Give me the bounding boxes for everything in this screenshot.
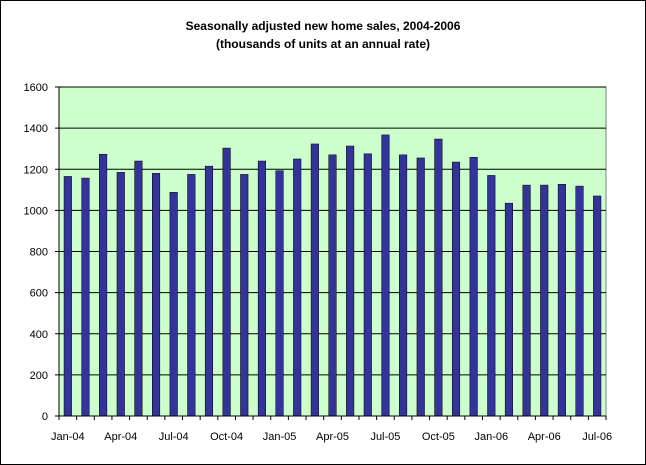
y-tick-label: 1400 [24,123,48,135]
bar-jun-05 [363,153,372,417]
bar-jun-06 [575,185,584,417]
x-tick-label: Jul-04 [159,431,189,443]
x-tick-label: Jul-06 [582,431,612,443]
bar-aug-04 [187,174,196,417]
bar-nov-04 [240,174,249,417]
bar-may-05 [346,145,355,417]
bar-aug-05 [399,154,408,417]
x-tick-label: Jan-04 [51,431,85,443]
bar-dec-04 [257,160,266,417]
y-tick-label: 1200 [24,164,48,176]
bar-sep-04 [204,165,214,417]
bar-jul-04 [169,192,178,417]
bar-jan-06 [487,175,496,417]
y-tick-labels: 0 200 400 600 800 1000 1200 1400 1600 [24,82,59,423]
bar-feb-04 [81,177,90,417]
bar-mar-04 [99,153,108,417]
bar-oct-04 [222,147,231,417]
bar-jul-06 [593,195,602,417]
bar-may-04 [134,160,143,417]
x-tick-label: Jan-06 [474,431,508,443]
x-tick-label: Jan-05 [263,431,297,443]
bars [63,134,602,417]
x-tick-label: Apr-06 [528,431,561,443]
bar-mar-06 [522,184,531,417]
bar-jun-04 [152,173,161,417]
x-tick-label: Oct-05 [422,431,455,443]
x-tick-label: Apr-04 [104,431,137,443]
y-tick-label: 400 [30,329,48,341]
bar-jan-04 [63,176,72,417]
bar-may-06 [557,184,566,417]
x-tick-label: Apr-05 [316,431,349,443]
bar-feb-06 [504,202,513,417]
x-tick-labels: Jan-04 Apr-04 Jul-04 Oct-04 Jan-05 Apr-05 Jul-… [51,416,612,443]
bar-mar-05 [310,143,319,417]
x-tick-label: Oct-04 [210,431,243,443]
bar-sep-05 [416,157,425,417]
y-tick-label: 1000 [24,205,48,217]
chart-title: Seasonally adjusted new home sales, 2004… [185,19,461,33]
y-tick-label: 600 [30,288,48,300]
bar-apr-04 [116,172,125,417]
y-tick-label: 1600 [24,82,48,94]
bar-feb-05 [293,158,302,417]
y-tick-label: 800 [30,247,48,259]
bar-oct-05 [434,138,443,417]
x-tick-label: Jul-05 [370,431,400,443]
bar-apr-06 [540,184,549,417]
y-tick-label: 0 [42,411,48,423]
bar-jan-05 [275,170,284,417]
bar-jul-05 [381,134,390,417]
y-tick-label: 200 [30,370,48,382]
chart-subtitle: (thousands of units at an annual rate) [215,37,430,51]
bar-dec-05 [469,157,478,417]
bar-nov-05 [451,161,461,417]
bar-apr-05 [328,154,337,417]
